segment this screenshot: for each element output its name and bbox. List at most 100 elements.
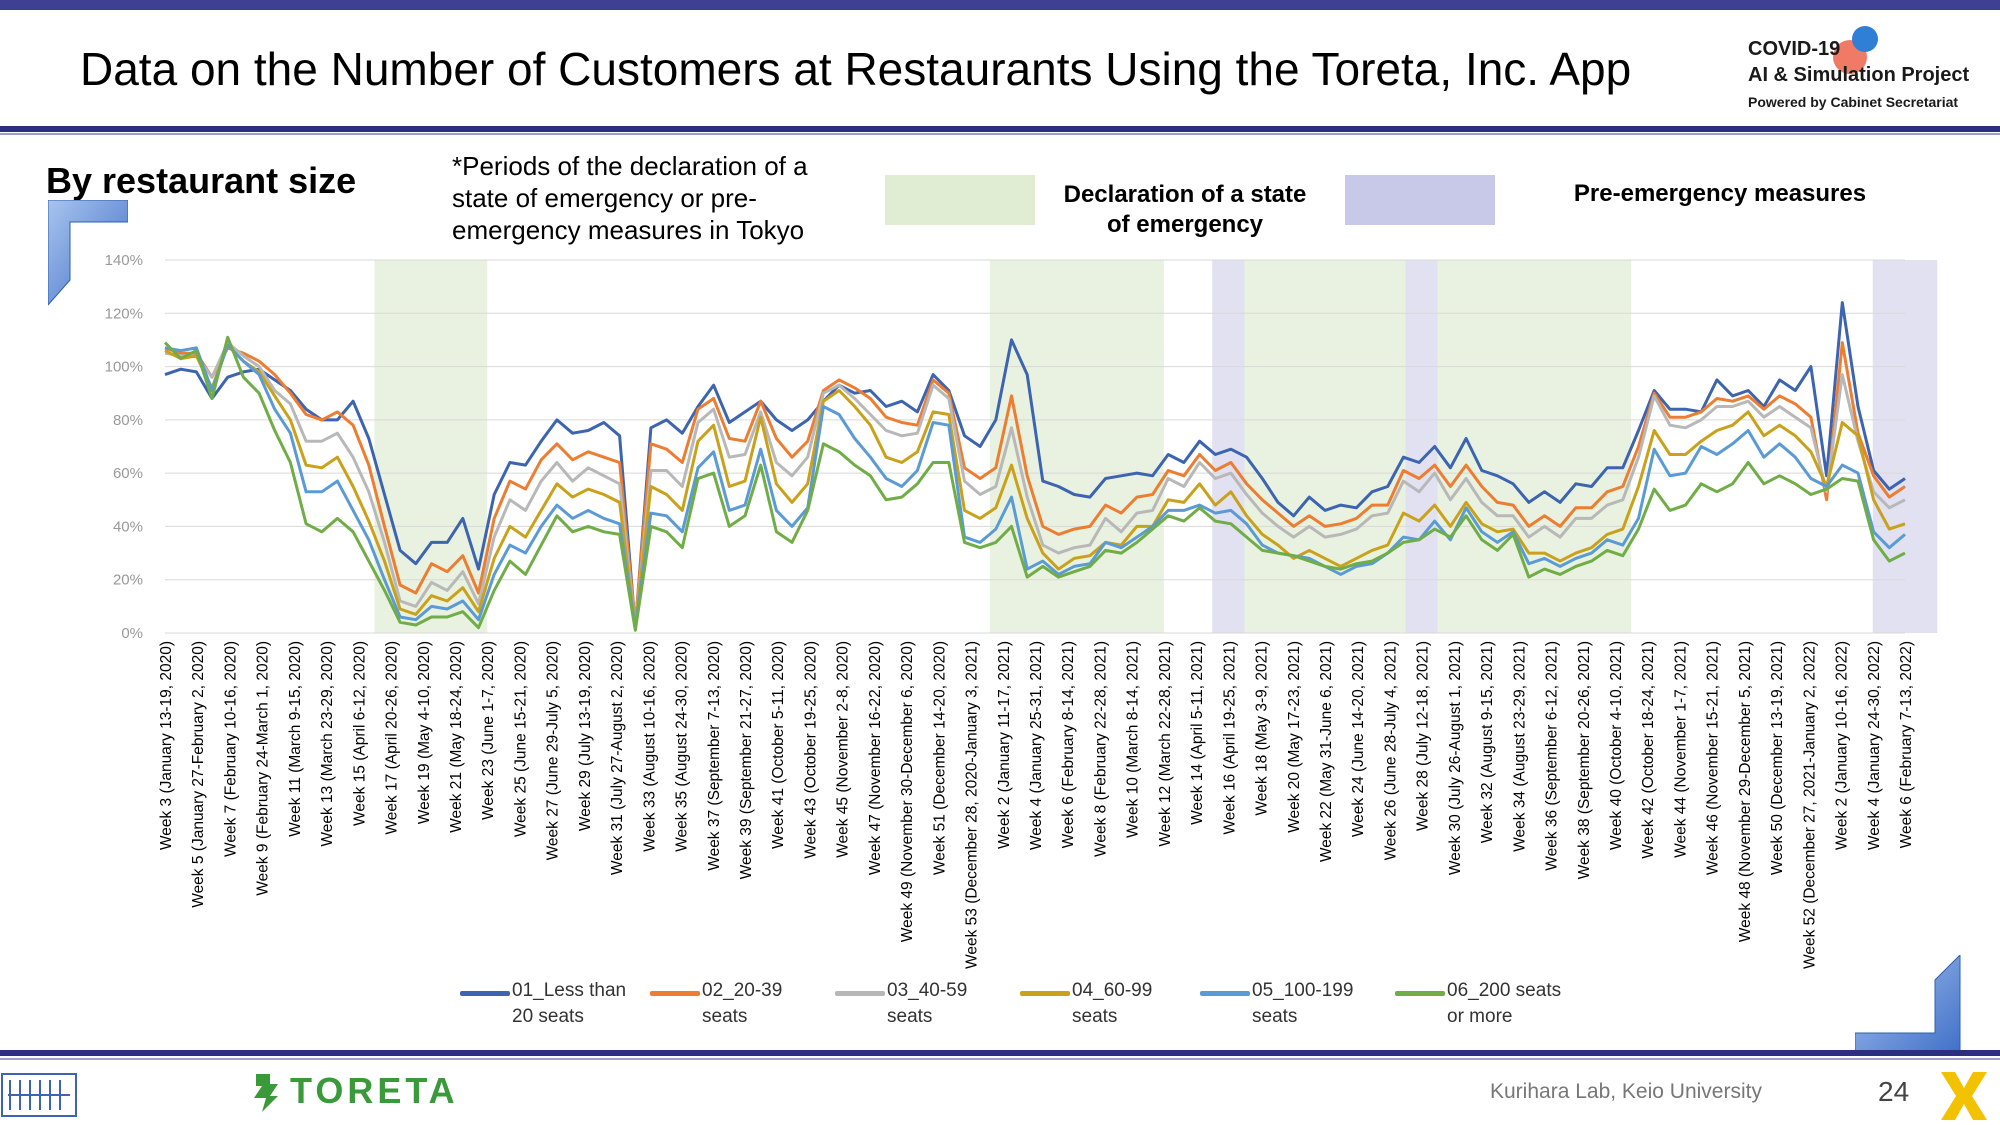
y-tick-label: 60% [113, 465, 143, 482]
x-tick-label: Week 53 (December 28, 2020-January 3, 20… [964, 641, 981, 969]
x-tick-label: Week 45 (November 2-8, 2020) [835, 641, 852, 858]
emergency-band-2 [1244, 260, 1406, 633]
x-tick-label: Week 9 (February 24-March 1, 2020) [255, 641, 272, 896]
series-line-6 [163, 335, 1906, 632]
x-tick-label: Week 15 (April 6-12, 2020) [351, 641, 368, 826]
x-tick-label: Week 16 (April 19-25, 2021) [1221, 641, 1238, 835]
x-tick-label: Week 21 (May 18-24, 2020) [448, 641, 465, 833]
x-tick-label: Week 4 (January 25-31, 2021) [1028, 641, 1045, 850]
x-tick-label: Week 47 (November 16-22, 2020) [867, 641, 884, 875]
emergency-band-3 [1437, 260, 1632, 633]
corner-decoration-top-left [48, 200, 128, 306]
x-tick-label: Week 44 (November 1-7, 2021) [1672, 641, 1689, 858]
x-tick-label: Week 38 (September 20-26, 2021) [1576, 641, 1593, 879]
x-tick-label: Week 26 (June 28-July 4, 2021) [1382, 641, 1399, 860]
x-tick-label: Week 30 (July 26-August 1, 2021) [1447, 641, 1464, 875]
series-line-1 [164, 301, 1906, 630]
x-tick-label: Week 23 (June 1-7, 2020) [480, 641, 497, 820]
x-tick-label: Week 6 (February 7-13, 2022) [1898, 641, 1915, 848]
x-tick-label: Week 46 (November 15-21, 2021) [1705, 641, 1722, 875]
x-tick-label: Week 48 (November 29-December 5, 2021) [1737, 641, 1754, 942]
x-tick-label: Week 49 (November 30-December 6, 2020) [899, 641, 916, 942]
x-tick-label: Week 12 (March 22-28, 2021) [1157, 641, 1174, 847]
series-legend-label: 01_Less than 20 seats [512, 980, 627, 1027]
x-tick-label: Week 40 (October 4-10, 2021) [1608, 641, 1625, 850]
y-tick-label: 120% [105, 305, 143, 322]
toreta-brand: TORETA [290, 1070, 459, 1111]
x-tick-label: Week 18 (May 3-9, 2021) [1254, 641, 1271, 816]
x-tick-label: Week 25 (June 15-21, 2020) [512, 641, 529, 837]
y-tick-label: 20% [113, 572, 143, 589]
y-tick-label: 140% [105, 252, 143, 269]
pre-emergency-band-1 [1405, 260, 1438, 633]
x-tick-label: Week 7 (February 10-16, 2020) [222, 641, 239, 857]
series-legend-label: 06_200 seats or more [1447, 980, 1562, 1027]
y-tick-label: 0% [121, 625, 143, 642]
x-tick-label: Week 14 (April 5-11, 2021) [1189, 641, 1206, 825]
header-rule [0, 126, 2000, 132]
project-line2: AI & Simulation Project [1748, 64, 1970, 86]
footer-rule-thin [0, 1058, 2000, 1060]
x-tick-label: Week 43 (October 19-25, 2020) [802, 641, 819, 859]
x-tick-label: Week 37 (September 7-13, 2020) [706, 641, 723, 871]
series-lines [163, 301, 1906, 632]
y-tick-label: 40% [113, 518, 143, 535]
series-legend: 01_Less than 20 seats 02_20-39 seats 03_40… [460, 978, 1900, 1038]
pre-emergency-legend-label: Pre-emergency measures [1573, 180, 1867, 207]
emergency-legend-label: Declaration of a state of emergency [1063, 181, 1307, 238]
series-line-5 [164, 343, 1906, 630]
page-title: Data on the Number of Customers at Resta… [80, 43, 1632, 95]
x-tick-label: Week 13 (March 23-29, 2020) [319, 641, 336, 847]
x-tick-label: Week 32 (August 9-15, 2021) [1479, 641, 1496, 843]
x-tick-label: Week 3 (January 13-19, 2020) [158, 641, 175, 850]
y-tick-label: 100% [105, 359, 143, 376]
line-chart: 0% 20% 40% 60% 80% 100% 120% 140% Week 3 (Janua… [105, 252, 1938, 969]
x-tick-label: Week 17 (April 20-26, 2020) [384, 641, 401, 835]
x-tick-label: Week 19 (May 4-10, 2020) [416, 641, 433, 824]
logo-blue-dot [1852, 26, 1878, 52]
project-line1: COVID-19 [1748, 38, 1841, 60]
series-legend-swatch [650, 991, 700, 996]
series-line-2 [164, 341, 1906, 627]
top-bar [0, 0, 2000, 10]
x-tick-label: Week 6 (February 8-14, 2021) [1060, 641, 1077, 848]
x-tick-label: Week 27 (June 29-July 5, 2020) [545, 641, 562, 860]
x-tick-label: Week 31 (July 27-August 2, 2020) [609, 641, 626, 875]
y-tick-label: 80% [113, 412, 143, 429]
section-subtitle: By restaurant size [46, 160, 357, 201]
series-legend-label: 02_20-39 seats [702, 980, 783, 1027]
x-tick-label: Week 41 (October 5-11, 2020) [770, 641, 787, 849]
series-legend-swatch [1020, 991, 1070, 996]
x-brand-icon [1941, 1072, 1987, 1120]
x-tick-label: Week 52 (December 27, 2021-January 2, 20… [1801, 641, 1818, 969]
x-tick-label: Week 8 (February 22-28, 2021) [1092, 641, 1109, 857]
y-axis-labels: 0% 20% 40% 60% 80% 100% 120% 140% [105, 252, 143, 642]
pre-emergency-band-0 [1212, 260, 1245, 633]
series-legend-swatch [1395, 991, 1445, 996]
x-tick-label: Week 11 (March 9-15, 2020) [287, 641, 304, 837]
series-legend-swatch [460, 991, 510, 996]
x-tick-label: Week 50 (December 13-19, 2021) [1769, 641, 1786, 875]
x-tick-label: Week 10 (March 8-14, 2021) [1125, 641, 1142, 838]
pre-emergency-legend-swatch [1345, 175, 1495, 225]
x-tick-label: Week 33 (August 10-16, 2020) [641, 641, 658, 852]
x-tick-label: Week 4 (January 24-30, 2022) [1866, 641, 1883, 850]
covid-project-logo: COVID-19 AI & Simulation Project Powered… [1748, 26, 1988, 124]
x-tick-label: Week 29 (July 13-19, 2020) [577, 641, 594, 831]
x-tick-label: Week 22 (May 31-June 6, 2021) [1318, 641, 1335, 862]
series-legend-label: 04_60-99 seats [1072, 980, 1153, 1027]
x-tick-label: Week 20 (May 17-23, 2021) [1286, 641, 1303, 833]
x-tick-label: Week 2 (January 11-17, 2021) [996, 641, 1013, 849]
university-emblem-icon [1, 1073, 77, 1117]
x-tick-label: Week 51 (December 14-20, 2020) [931, 641, 948, 875]
project-line3: Powered by Cabinet Secretariat [1748, 94, 1959, 110]
footer-rule [0, 1050, 2000, 1056]
x-tick-label: Week 35 (August 24-30, 2020) [674, 641, 691, 852]
x-tick-label: Week 24 (June 14-20, 2021) [1350, 641, 1367, 837]
series-legend-swatch [1200, 991, 1250, 996]
series-legend-label: 05_100-199 seats [1252, 980, 1354, 1027]
x-tick-label: Week 5 (January 27-February 2, 2020) [190, 641, 207, 908]
series-legend-swatch [835, 991, 885, 996]
x-tick-label: Week 42 (October 18-24, 2021) [1640, 641, 1657, 859]
x-tick-label: Week 2 (January 10-16, 2022) [1834, 641, 1851, 850]
